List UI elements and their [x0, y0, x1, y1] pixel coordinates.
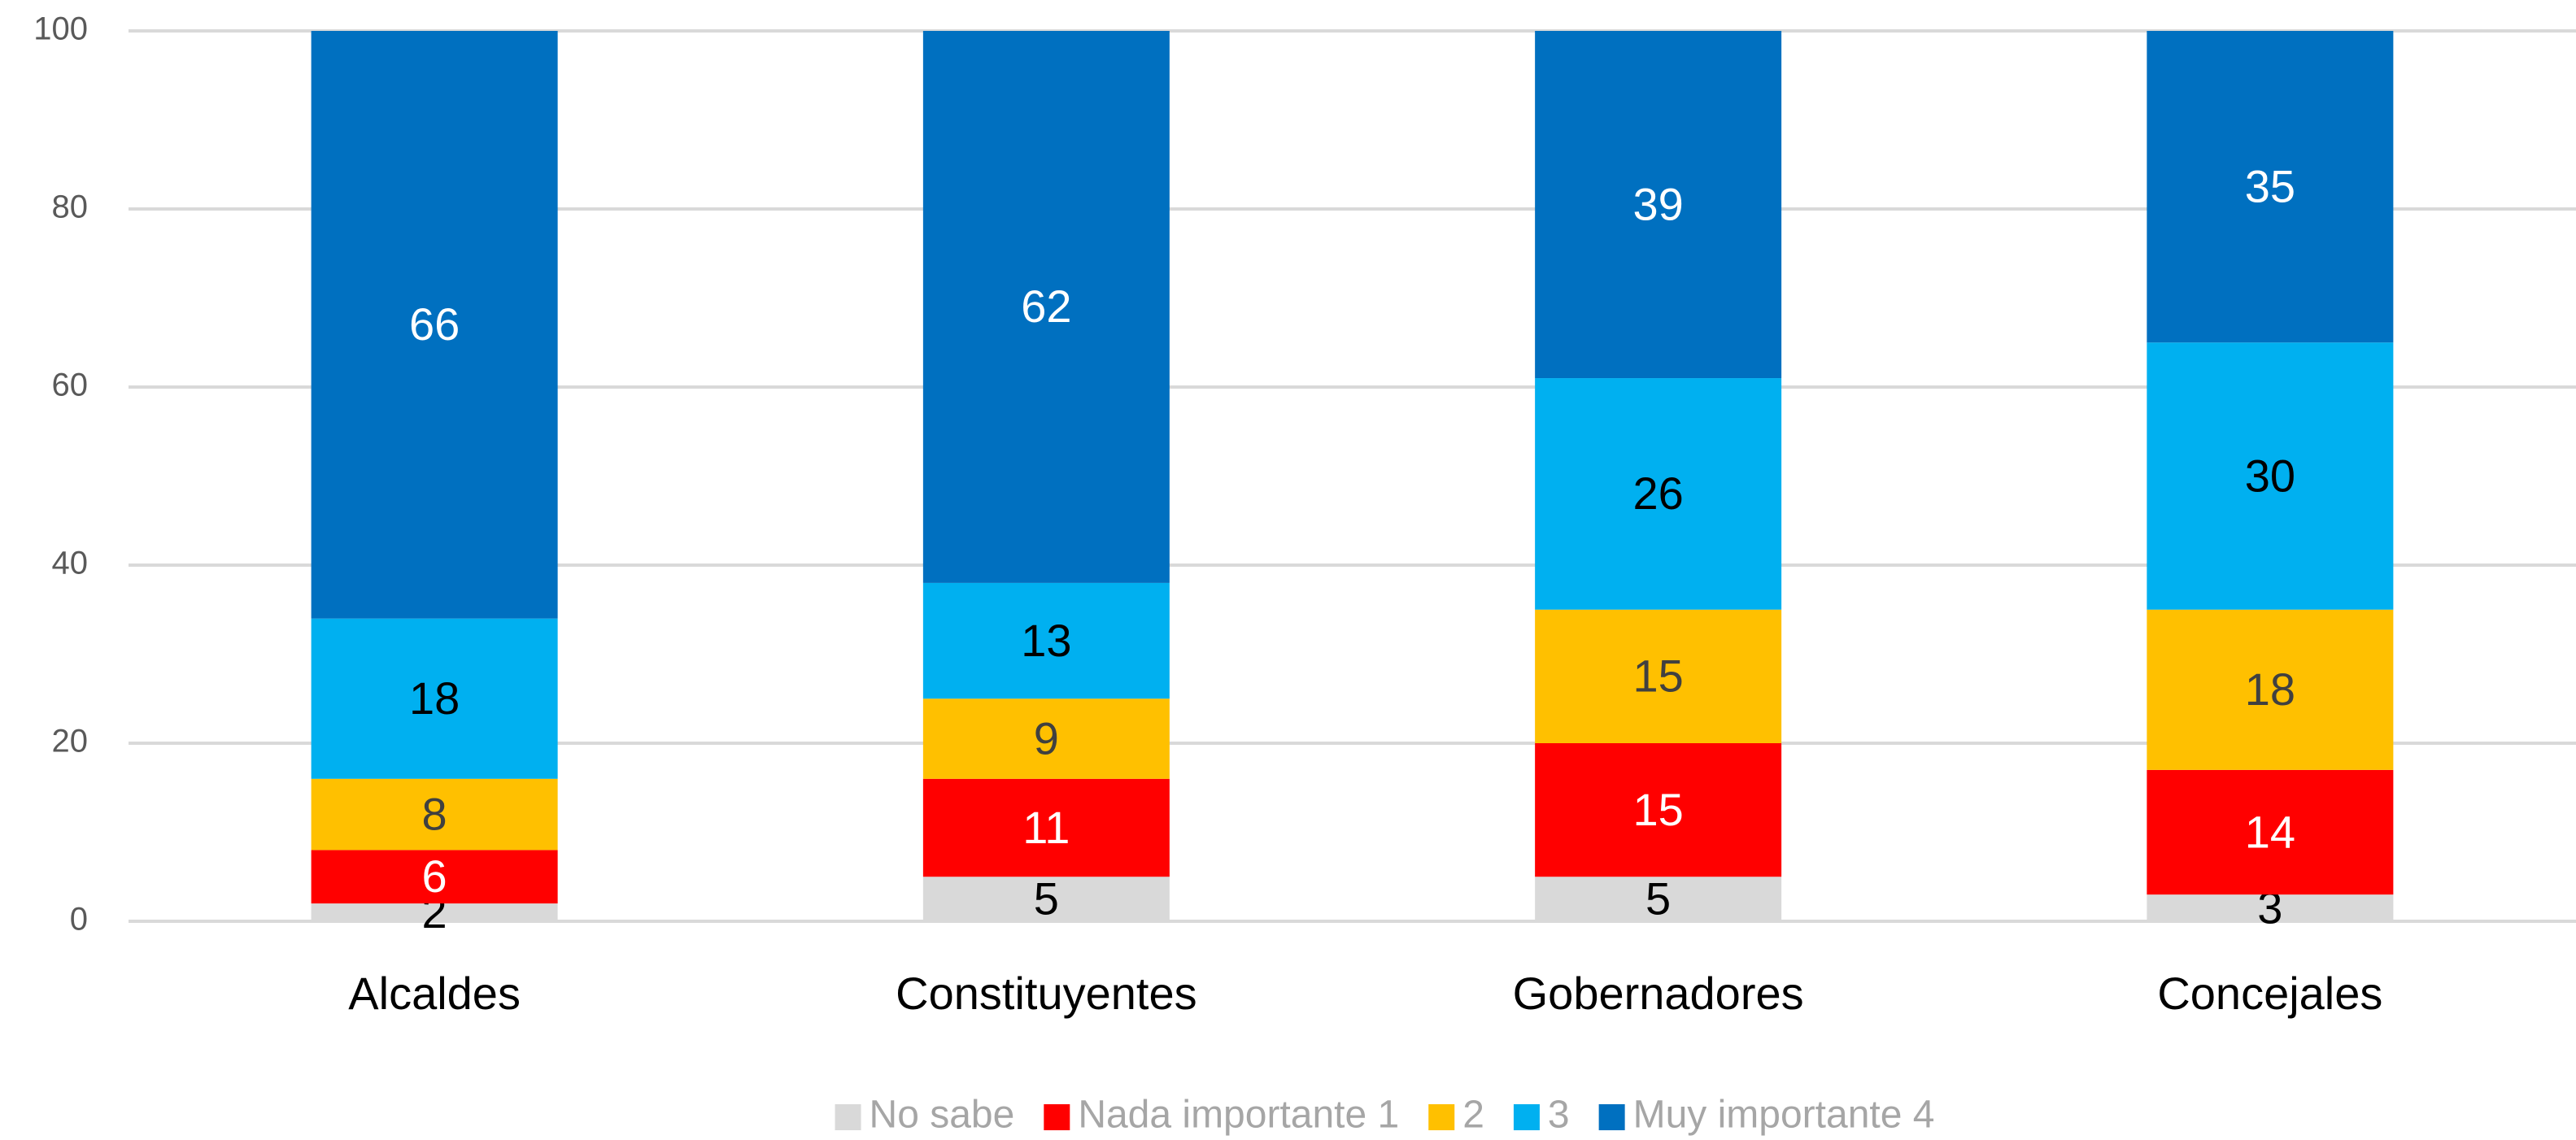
bar-segment [2147, 342, 2394, 610]
bar-segment [1535, 743, 1782, 877]
data-label: 13 [1021, 615, 1071, 666]
bar-segment [1535, 609, 1782, 743]
legend-swatch [835, 1104, 861, 1130]
data-label: 15 [1632, 784, 1683, 835]
bar-segment [922, 778, 1170, 877]
bar-segment [311, 850, 558, 904]
data-label: 39 [1632, 178, 1683, 229]
y-tick-label: 80 [52, 189, 89, 225]
data-label: 8 [422, 788, 447, 839]
legend-label: Nada importante 1 [1078, 1094, 1399, 1137]
legend-swatch [1598, 1104, 1625, 1130]
bar-segment [2147, 609, 2394, 770]
legend-label: 3 [1548, 1094, 1570, 1137]
data-label: 14 [2245, 806, 2295, 857]
legend-swatch [1044, 1104, 1070, 1130]
bar-segment [311, 778, 558, 851]
legend-label: 2 [1462, 1094, 1484, 1137]
bar-segment [922, 698, 1170, 779]
bar-segment [2147, 769, 2394, 895]
y-tick-label: 40 [52, 546, 89, 581]
legend-swatch [1428, 1104, 1455, 1130]
data-label: 9 [1034, 712, 1059, 764]
x-tick-label: Concejales [2157, 968, 2382, 1019]
bar-segment [311, 618, 558, 779]
data-label: 5 [1034, 872, 1059, 924]
data-label: 18 [409, 672, 460, 724]
data-label: 30 [2245, 450, 2295, 501]
data-label: 62 [1021, 281, 1071, 332]
data-label: 6 [422, 851, 447, 902]
bar-segment [1535, 378, 1782, 610]
legend-label: No sabe [870, 1094, 1015, 1137]
bar-segment [311, 903, 558, 921]
data-label: 15 [1632, 650, 1683, 702]
bar-segment [922, 582, 1170, 699]
bar-segment [1535, 31, 1782, 379]
bar-segment [1535, 877, 1782, 921]
x-tick-label: Gobernadores [1513, 968, 1804, 1019]
data-label: 11 [1022, 802, 1070, 853]
y-tick-label: 0 [70, 902, 88, 938]
bar-segment [2147, 31, 2394, 343]
legend-swatch [1513, 1104, 1540, 1130]
data-label: 18 [2245, 664, 2295, 715]
x-tick-label: Constituyentes [896, 968, 1196, 1019]
data-label: 66 [409, 298, 460, 350]
legend-label: Muy importante 4 [1633, 1094, 1935, 1137]
y-tick-label: 100 [33, 11, 88, 47]
y-tick-label: 20 [52, 724, 89, 759]
bar-segment [922, 877, 1170, 921]
x-tick-label: Alcaldes [348, 968, 521, 1019]
data-label: 5 [1645, 872, 1671, 924]
bar-segment [922, 31, 1170, 583]
bar-segment [2147, 894, 2394, 921]
data-label: 35 [2245, 160, 2295, 211]
y-tick-label: 60 [52, 368, 89, 403]
bar-segment [311, 31, 558, 619]
data-label: 26 [1632, 468, 1683, 519]
